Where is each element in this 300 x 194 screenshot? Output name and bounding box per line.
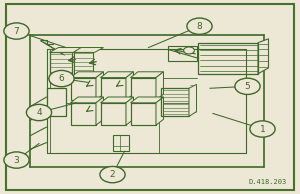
Bar [46, 88, 66, 116]
Circle shape [4, 152, 29, 168]
Bar [100, 78, 126, 100]
Text: 3: 3 [14, 156, 20, 165]
Polygon shape [74, 48, 104, 52]
Polygon shape [100, 97, 134, 103]
Circle shape [4, 23, 29, 39]
Bar [130, 103, 156, 125]
Bar [50, 52, 72, 83]
Circle shape [49, 70, 74, 87]
Polygon shape [156, 97, 164, 125]
Circle shape [100, 166, 125, 183]
Polygon shape [96, 72, 103, 100]
Text: 7: 7 [14, 27, 20, 36]
Circle shape [187, 18, 212, 34]
Bar [70, 78, 96, 100]
Bar [70, 103, 96, 125]
Circle shape [26, 104, 52, 121]
Circle shape [235, 78, 260, 94]
Text: 1: 1 [260, 125, 266, 133]
Polygon shape [126, 97, 134, 125]
Bar [100, 103, 126, 125]
Polygon shape [70, 97, 104, 103]
Polygon shape [258, 39, 268, 74]
Bar [74, 52, 93, 78]
Text: D.418.203: D.418.203 [248, 179, 286, 185]
Circle shape [250, 121, 275, 137]
Text: 2: 2 [110, 170, 115, 179]
Polygon shape [156, 72, 164, 100]
Bar [198, 43, 258, 74]
Text: 4: 4 [36, 108, 42, 117]
Bar [168, 46, 197, 61]
Polygon shape [50, 48, 82, 52]
Bar [112, 135, 129, 151]
Bar [160, 88, 189, 116]
Circle shape [184, 47, 194, 54]
Text: 6: 6 [58, 74, 64, 83]
Polygon shape [189, 84, 196, 116]
Text: 5: 5 [244, 82, 250, 91]
Polygon shape [70, 72, 104, 78]
Polygon shape [100, 72, 134, 78]
Text: 8: 8 [196, 22, 202, 31]
Polygon shape [130, 72, 164, 78]
Polygon shape [126, 72, 134, 100]
Polygon shape [96, 97, 103, 125]
Polygon shape [130, 97, 164, 103]
Bar [130, 78, 156, 100]
